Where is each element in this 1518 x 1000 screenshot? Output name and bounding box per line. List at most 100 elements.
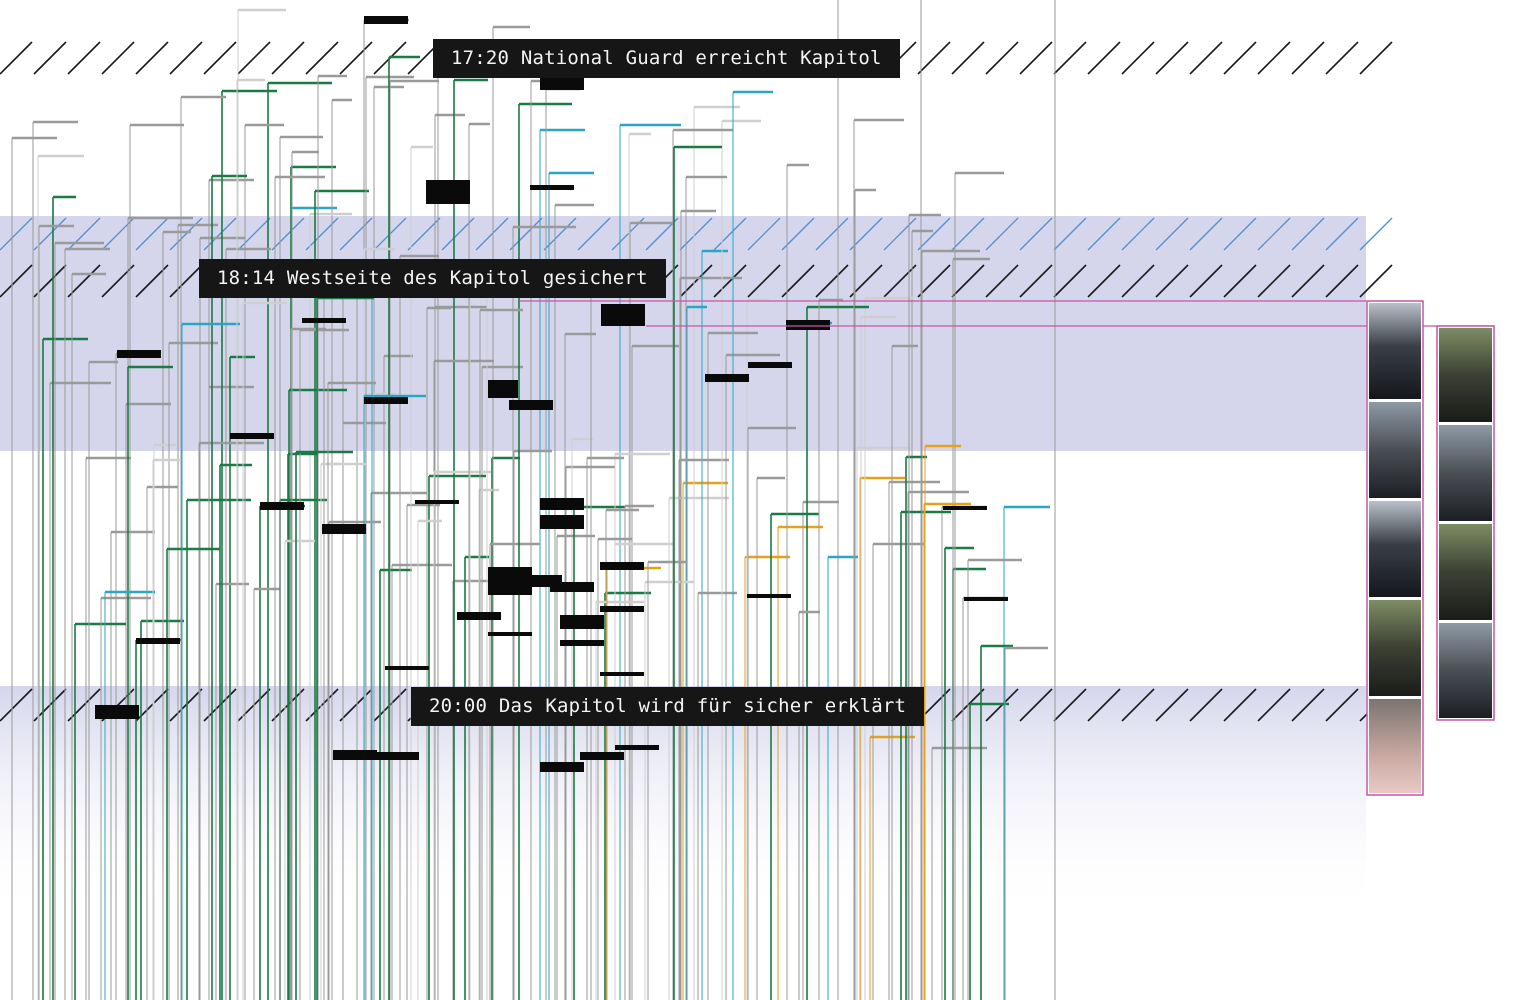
event-block [117, 350, 161, 358]
event-block [488, 380, 518, 398]
hatch-stroke [747, 217, 781, 251]
hatch-stroke [1189, 41, 1223, 75]
photo-thumb [1369, 600, 1421, 696]
event-block [964, 597, 1008, 601]
event-block [136, 638, 180, 644]
hatch-stroke [475, 217, 509, 251]
event-block [601, 304, 645, 326]
hatch-stroke [339, 41, 373, 75]
hatch-stroke [917, 217, 951, 251]
hatch-stroke [1257, 217, 1291, 251]
hatch-stroke [815, 264, 849, 298]
hatch-stroke [1223, 217, 1257, 251]
hatch-stroke [169, 688, 203, 722]
hatch-stroke [1155, 264, 1189, 298]
event-block [385, 666, 429, 670]
hatch-stroke [237, 41, 271, 75]
hatch-stroke [1121, 217, 1155, 251]
hatch-stroke [679, 264, 713, 298]
event-block [302, 318, 346, 323]
hatch-stroke [305, 688, 339, 722]
hatch-stroke [271, 41, 305, 75]
event-block [600, 606, 644, 612]
photo-thumb [1439, 623, 1492, 718]
hatch-stroke [339, 217, 373, 251]
hatch-stroke [1223, 41, 1257, 75]
hatch-stroke [101, 41, 135, 75]
hatch-stroke [577, 217, 611, 251]
hatch-stroke [1325, 217, 1359, 251]
hatch-stroke [67, 217, 101, 251]
event-label-westseite: 18:14 Westseite des Kapitol gesichert [199, 259, 666, 298]
hatch-stroke [1257, 41, 1291, 75]
hatch-stroke [271, 217, 305, 251]
hatch-stroke [1019, 264, 1053, 298]
hatch-stroke [101, 217, 135, 251]
hatch-stroke [1019, 217, 1053, 251]
event-block [364, 16, 408, 24]
hatch-stroke [1189, 264, 1223, 298]
hatch-stroke [135, 41, 169, 75]
hatch-stroke [1291, 41, 1325, 75]
hatch-stroke [135, 217, 169, 251]
hatch-stroke [1019, 41, 1053, 75]
hatch-stroke [67, 41, 101, 75]
hatch-stroke [1121, 688, 1155, 722]
hatch-stroke [1053, 217, 1087, 251]
event-block [230, 433, 274, 439]
hatch-stroke [679, 217, 713, 251]
hatch-stroke [1189, 217, 1223, 251]
hatch-stroke [1359, 264, 1393, 298]
hatch-stroke [985, 41, 1019, 75]
photo-strips [520, 300, 1495, 796]
hatch-stroke [1223, 688, 1257, 722]
event-block [943, 506, 987, 510]
hatch-stroke [1155, 217, 1189, 251]
event-block [560, 640, 604, 646]
hatch-stroke [0, 41, 33, 75]
event-block [600, 672, 644, 676]
event-block [95, 705, 139, 719]
hatch-stroke [1223, 264, 1257, 298]
event-block [260, 502, 304, 510]
event-block [786, 320, 830, 330]
hatch-stroke [67, 264, 101, 298]
hatch-stroke [0, 264, 33, 298]
hatch-stroke [1087, 264, 1121, 298]
event-block [333, 750, 377, 760]
hatch-stroke [951, 264, 985, 298]
event-block [364, 397, 408, 404]
hatch-stroke [169, 41, 203, 75]
event-block [426, 180, 470, 204]
hatch-stroke [305, 217, 339, 251]
hatch-stroke [339, 688, 373, 722]
event-block [600, 562, 644, 570]
hatch-stroke [1019, 688, 1053, 722]
hatch-stroke [509, 217, 543, 251]
event-block [705, 374, 749, 382]
event-block [550, 582, 594, 592]
event-block [540, 498, 584, 510]
hatch-stroke [1257, 688, 1291, 722]
photo-thumb [1369, 501, 1421, 597]
hatch-stroke [0, 217, 33, 251]
hatch-stroke [1087, 688, 1121, 722]
hatch-stroke [1087, 41, 1121, 75]
hatch-stroke [1359, 217, 1393, 251]
event-label-national-guard: 17:20 National Guard erreicht Kapitol [433, 39, 900, 78]
event-block [530, 185, 574, 190]
event-block [540, 515, 584, 529]
hatch-stroke [67, 688, 101, 722]
hatch-stroke [101, 264, 135, 298]
hatch-stroke [203, 41, 237, 75]
event-block [747, 594, 791, 598]
hatch-stroke [883, 264, 917, 298]
hatch-stroke [1257, 264, 1291, 298]
hatch-stroke [305, 41, 339, 75]
hatch-stroke [713, 264, 747, 298]
event-block [509, 400, 553, 410]
event-block [322, 524, 366, 534]
hatch-stroke [713, 217, 747, 251]
hatch-stroke [1053, 264, 1087, 298]
